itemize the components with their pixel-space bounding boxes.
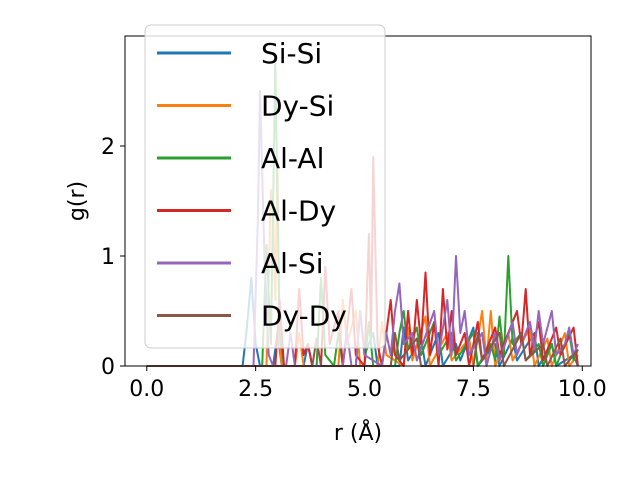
y-tick-label: 0 (101, 355, 115, 380)
legend: Si-Si Dy-Si Al-Al Al-Dy Al-Si Dy-Dy (144, 24, 386, 349)
x-tick-label: 5.0 (347, 377, 382, 402)
legend-label-si-si: Si-Si (261, 37, 322, 70)
x-tick-label: 7.5 (456, 377, 491, 402)
x-axis-label: r (Å) (334, 419, 382, 446)
y-axis-label: g(r) (65, 181, 90, 221)
legend-label-al-si: Al-Si (261, 247, 324, 280)
x-tick-label: 0.0 (129, 377, 164, 402)
y-axis: 0 1 2 (101, 135, 125, 380)
x-axis: 0.0 2.5 5.0 7.5 10.0 (129, 366, 607, 402)
x-tick-label: 10.0 (558, 377, 607, 402)
legend-label-dy-dy: Dy-Dy (261, 300, 347, 333)
y-tick-label: 2 (101, 135, 115, 160)
legend-label-al-dy: Al-Dy (261, 195, 336, 228)
legend-label-al-al: Al-Al (261, 142, 324, 175)
x-tick-label: 2.5 (238, 377, 273, 402)
y-tick-label: 1 (101, 245, 115, 270)
legend-label-dy-si: Dy-Si (261, 90, 334, 123)
